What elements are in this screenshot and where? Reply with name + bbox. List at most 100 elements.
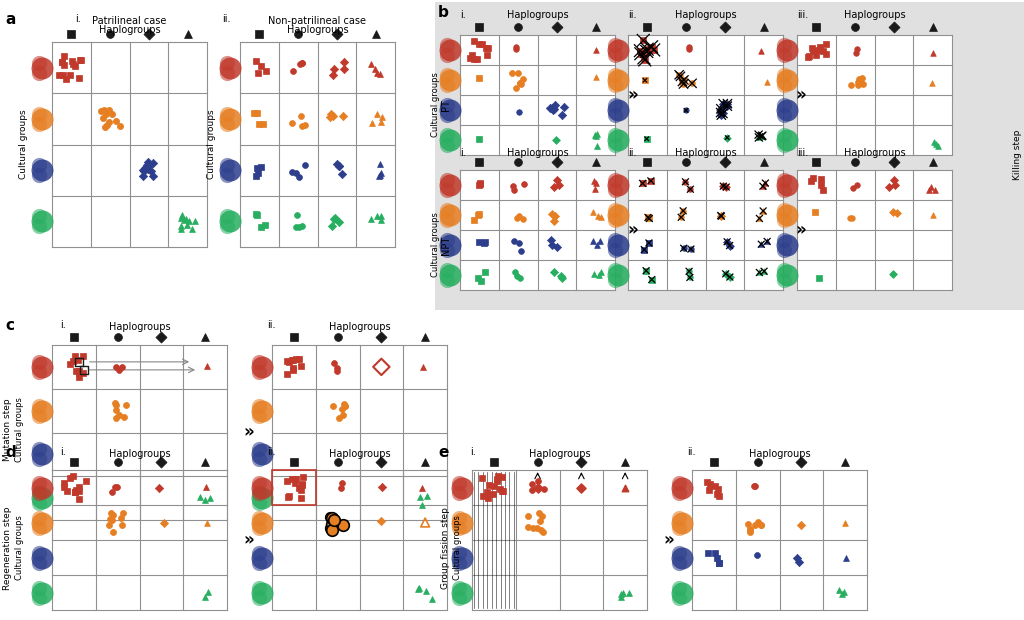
Point <box>294 480 310 490</box>
Point <box>34 405 50 415</box>
Point <box>66 457 82 467</box>
Point <box>439 205 456 215</box>
Text: i.: i. <box>60 320 66 330</box>
Point <box>639 22 655 32</box>
Point <box>326 401 342 411</box>
Point <box>476 238 493 248</box>
Point <box>291 172 307 182</box>
Point <box>674 518 690 528</box>
Point <box>251 593 267 603</box>
Point <box>469 54 485 64</box>
Point <box>251 29 267 39</box>
Point <box>671 513 687 523</box>
Text: Haplogroups: Haplogroups <box>109 449 170 459</box>
Point <box>330 332 346 342</box>
Point <box>546 182 562 192</box>
Point <box>336 64 352 74</box>
Point <box>293 493 309 503</box>
Point <box>253 162 269 172</box>
Point <box>371 171 387 181</box>
Point <box>31 445 47 454</box>
Point <box>417 518 433 528</box>
Point <box>92 106 109 116</box>
Point <box>56 60 73 69</box>
Point <box>98 120 115 130</box>
Point <box>776 110 793 120</box>
Point <box>373 215 389 225</box>
Point <box>34 362 50 372</box>
Point <box>752 268 768 278</box>
Point <box>134 165 151 175</box>
Point <box>542 104 558 113</box>
Point <box>180 216 197 226</box>
Point <box>219 68 236 78</box>
Point <box>373 169 389 179</box>
Point <box>112 121 128 131</box>
Point <box>715 99 731 108</box>
Point <box>589 240 605 250</box>
Point <box>100 117 117 127</box>
Point <box>136 162 153 172</box>
Point <box>757 178 773 188</box>
Point <box>671 477 687 487</box>
Point <box>55 51 72 61</box>
Point <box>706 457 722 467</box>
Point <box>801 51 817 61</box>
Point <box>451 593 467 603</box>
Text: e: e <box>438 445 449 460</box>
Point <box>837 587 853 597</box>
Point <box>745 481 762 491</box>
Point <box>474 39 490 49</box>
Point <box>713 211 729 221</box>
Point <box>554 110 570 120</box>
Point <box>330 457 346 467</box>
Point <box>254 518 270 528</box>
Point <box>251 513 267 523</box>
Point <box>684 78 700 88</box>
Point <box>201 587 217 597</box>
Point <box>754 131 770 141</box>
Point <box>59 485 76 495</box>
Point <box>439 50 456 60</box>
Point <box>140 164 157 174</box>
Point <box>803 176 819 186</box>
Point <box>476 267 493 277</box>
Point <box>808 157 824 167</box>
Point <box>471 73 487 83</box>
Point <box>713 110 729 120</box>
Point <box>193 492 209 502</box>
Point <box>710 484 726 494</box>
Point <box>286 332 302 342</box>
Point <box>472 179 488 188</box>
Point <box>471 135 487 144</box>
Point <box>614 588 631 598</box>
Point <box>593 211 609 221</box>
Text: i.: i. <box>60 447 66 457</box>
Point <box>776 100 793 110</box>
Point <box>607 80 624 90</box>
Point <box>202 493 218 503</box>
Text: Cultural groups: Cultural groups <box>431 213 440 277</box>
Point <box>178 220 195 230</box>
Point <box>639 44 655 54</box>
Point <box>334 169 350 179</box>
Point <box>294 221 310 231</box>
Point <box>682 184 698 194</box>
Point <box>71 73 87 83</box>
Point <box>610 45 627 55</box>
Point <box>512 78 528 87</box>
Point <box>610 240 627 250</box>
Point <box>849 180 865 190</box>
Point <box>512 78 528 88</box>
Point <box>718 269 734 279</box>
Point <box>831 585 848 595</box>
Point <box>110 482 126 492</box>
Point <box>779 75 796 85</box>
Point <box>754 131 770 141</box>
Point <box>279 370 295 379</box>
Point <box>847 157 863 167</box>
Point <box>616 457 633 467</box>
Bar <box>52 42 207 247</box>
Text: »: » <box>796 221 806 239</box>
Point <box>249 210 265 219</box>
